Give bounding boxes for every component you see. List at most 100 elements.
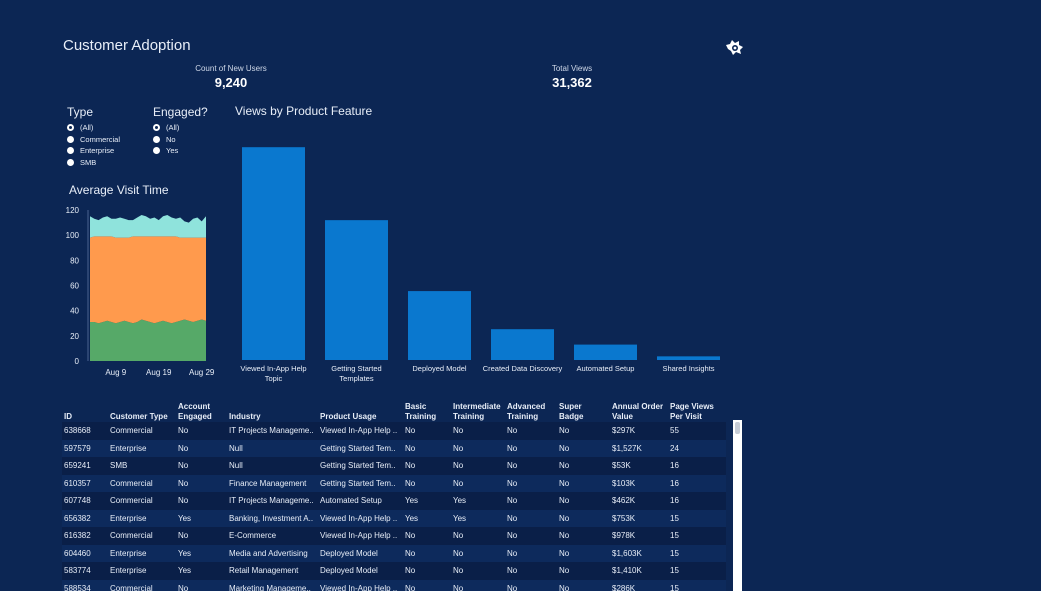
column-header[interactable]: Annual Order Value	[612, 402, 664, 421]
radio-selected-icon[interactable]	[153, 124, 160, 132]
option-label: (All)	[166, 123, 180, 133]
table-cell: No	[505, 492, 557, 510]
table-cell: Null	[227, 439, 318, 457]
engaged-option-all[interactable]: (All)	[153, 122, 208, 134]
engaged-filter-options: (All) No Yes	[153, 122, 208, 157]
table-cell: Deployed Model	[318, 562, 403, 580]
table-cell: No	[505, 422, 557, 440]
type-option-commercial[interactable]: Commercial	[67, 134, 120, 146]
column-header[interactable]: ID	[64, 412, 72, 421]
bar[interactable]	[408, 291, 471, 360]
table-cell: Media and Advertising	[227, 544, 318, 562]
table-cell: 16	[668, 457, 726, 475]
table-cell: 604460	[62, 544, 108, 562]
area-series[interactable]	[90, 319, 206, 361]
table-cell: No	[176, 422, 227, 440]
table-row[interactable]: 659241 SMB No Null Getting Started Tem.. No No…	[62, 457, 726, 475]
bar[interactable]	[657, 356, 720, 360]
type-filter: Type (All) Commercial Enterprise SMB	[67, 105, 120, 168]
bar[interactable]	[574, 344, 637, 360]
table-cell: Enterprise	[108, 544, 176, 562]
table-cell: 15	[668, 527, 726, 545]
table-cell: Yes	[451, 492, 505, 510]
table-cell: $297K	[610, 422, 668, 440]
table-cell: Getting Started Tem..	[318, 457, 403, 475]
table-cell: E-Commerce	[227, 527, 318, 545]
table-cell: No	[403, 457, 451, 475]
table-cell: $1,603K	[610, 544, 668, 562]
table-cell: 16	[668, 474, 726, 492]
radio-icon[interactable]	[153, 147, 160, 155]
area-series[interactable]	[90, 215, 206, 238]
table-cell: Yes	[451, 509, 505, 527]
column-header[interactable]: Industry	[229, 412, 261, 421]
table-cell: Banking, Investment A..	[227, 509, 318, 527]
table-cell: No	[505, 527, 557, 545]
column-header[interactable]: Basic Training	[405, 402, 437, 421]
table-cell: 15	[668, 562, 726, 580]
table-cell: $753K	[610, 509, 668, 527]
table-cell: No	[403, 474, 451, 492]
table-row[interactable]: 656382 Enterprise Yes Banking, Investment A…	[62, 509, 726, 527]
table-cell: Viewed In-App Help ..	[318, 579, 403, 591]
kpi-new-users-label: Count of New Users	[195, 64, 267, 73]
y-tick-label: 60	[70, 282, 79, 291]
table-row[interactable]: 583774 Enterprise Yes Retail Management Depl…	[62, 562, 726, 580]
column-header[interactable]: Account Engaged	[178, 402, 212, 421]
column-header[interactable]: Product Usage	[320, 412, 377, 421]
table-cell: Commercial	[108, 527, 176, 545]
bar-category-label: Viewed In-App Help	[240, 364, 306, 373]
table-cell: Enterprise	[108, 509, 176, 527]
bar-category-label: Deployed Model	[412, 364, 467, 373]
column-header[interactable]: Intermediate Training	[453, 402, 501, 421]
radio-icon[interactable]	[67, 135, 74, 143]
engaged-option-no[interactable]: No	[153, 134, 208, 146]
table-cell: No	[505, 579, 557, 591]
area-series[interactable]	[90, 236, 206, 324]
column-header[interactable]: Super Badge	[559, 402, 584, 421]
y-tick-label: 40	[70, 307, 79, 316]
table-cell: $462K	[610, 492, 668, 510]
table-cell: Automated Setup	[318, 492, 403, 510]
radio-icon[interactable]	[67, 147, 74, 155]
table-row[interactable]: 638668 Commercial No IT Projects Manageme..…	[62, 422, 726, 440]
table-cell: No	[451, 457, 505, 475]
table-cell: Enterprise	[108, 562, 176, 580]
y-tick-label: 100	[66, 231, 80, 240]
column-header[interactable]: Page Views Per Visit	[670, 402, 714, 421]
column-header[interactable]: Advanced Training	[507, 402, 546, 421]
customer-table: ID Customer Type Account Engaged Industry Pr…	[62, 398, 742, 591]
radio-selected-icon[interactable]	[67, 124, 74, 132]
table-row[interactable]: 616382 Commercial No E-Commerce Viewed In-Ap…	[62, 527, 726, 545]
radio-icon[interactable]	[67, 158, 74, 166]
type-option-all[interactable]: (All)	[67, 122, 120, 134]
column-header[interactable]: Customer Type	[110, 412, 168, 421]
table-row[interactable]: 610357 Commercial No Finance Management Gett…	[62, 474, 726, 492]
table-cell: No	[451, 562, 505, 580]
type-option-enterprise[interactable]: Enterprise	[67, 145, 120, 157]
table-cell: No	[557, 457, 610, 475]
table-row[interactable]: 588534 Commercial No Marketing Manageme.. Vi…	[62, 579, 726, 591]
table-cell: Enterprise	[108, 439, 176, 457]
table-cell: Retail Management	[227, 562, 318, 580]
engaged-option-yes[interactable]: Yes	[153, 145, 208, 157]
table-cell: No	[451, 579, 505, 591]
table-cell: 597579	[62, 439, 108, 457]
bar[interactable]	[325, 220, 388, 360]
table-scrollbar-thumb[interactable]	[735, 422, 740, 434]
bar[interactable]	[491, 329, 554, 360]
radio-icon[interactable]	[153, 135, 160, 143]
bar[interactable]	[242, 147, 305, 360]
table-cell: Viewed In-App Help ..	[318, 527, 403, 545]
type-filter-options: (All) Commercial Enterprise SMB	[67, 122, 120, 168]
table-cell: Finance Management	[227, 474, 318, 492]
table-row[interactable]: 597579 Enterprise No Null Getting Started Te…	[62, 439, 726, 457]
table-row[interactable]: 607748 Commercial No IT Projects Manageme..…	[62, 492, 726, 510]
x-tick-label: Aug 9	[105, 368, 126, 377]
table-scrollbar[interactable]	[733, 420, 742, 591]
table-row[interactable]: 604460 Enterprise Yes Media and Advertising…	[62, 544, 726, 562]
type-option-smb[interactable]: SMB	[67, 157, 120, 169]
table-cell: $53K	[610, 457, 668, 475]
area-chart-title: Average Visit Time	[69, 183, 169, 197]
